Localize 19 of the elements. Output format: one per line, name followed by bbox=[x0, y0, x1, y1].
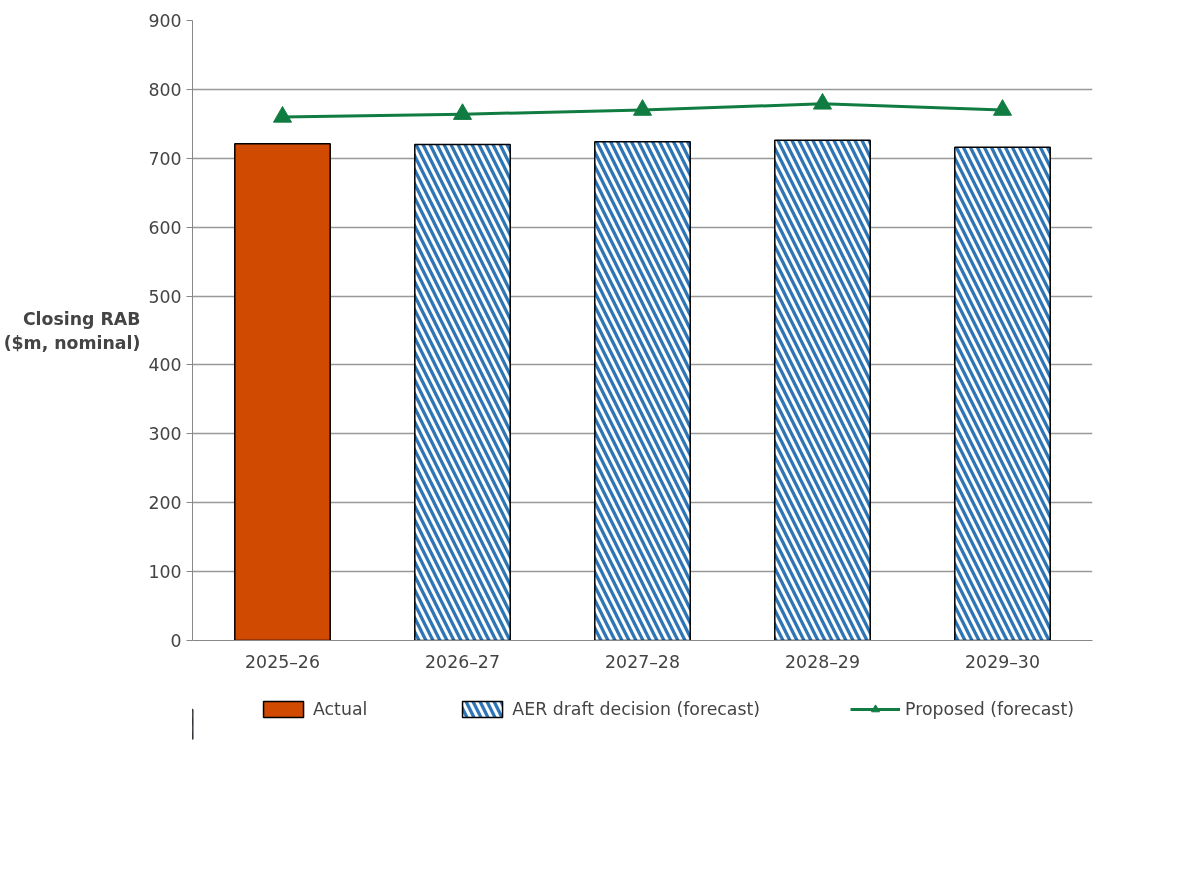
x-tick-label: 2029–30 bbox=[965, 651, 1040, 672]
y-axis-title: Closing RAB ($m, nominal) bbox=[3, 308, 141, 353]
y-tick-label: 400 bbox=[148, 355, 182, 376]
legend-label: Proposed (forecast) bbox=[905, 699, 1074, 719]
y-tick-label: 700 bbox=[148, 148, 182, 169]
legend-label: AER draft decision (forecast) bbox=[512, 699, 761, 719]
y-tick-label: 200 bbox=[148, 493, 182, 514]
y-tick-label: 300 bbox=[148, 424, 182, 445]
x-tick-label: 2025–26 bbox=[245, 651, 320, 672]
y-tick-label: 100 bbox=[148, 562, 182, 583]
y-tick-label: 500 bbox=[148, 286, 182, 307]
y-tick-label: 0 bbox=[170, 631, 182, 651]
x-tick-label: 2028–29 bbox=[785, 651, 860, 672]
x-tick-label: 2026–27 bbox=[425, 651, 500, 672]
y-tick-label: 600 bbox=[148, 217, 182, 238]
legend-label: Actual bbox=[313, 699, 368, 719]
y-tick-label: 800 bbox=[148, 79, 182, 100]
y-tick-label: 900 bbox=[148, 11, 182, 31]
x-tick-label: 2027–28 bbox=[605, 651, 680, 672]
